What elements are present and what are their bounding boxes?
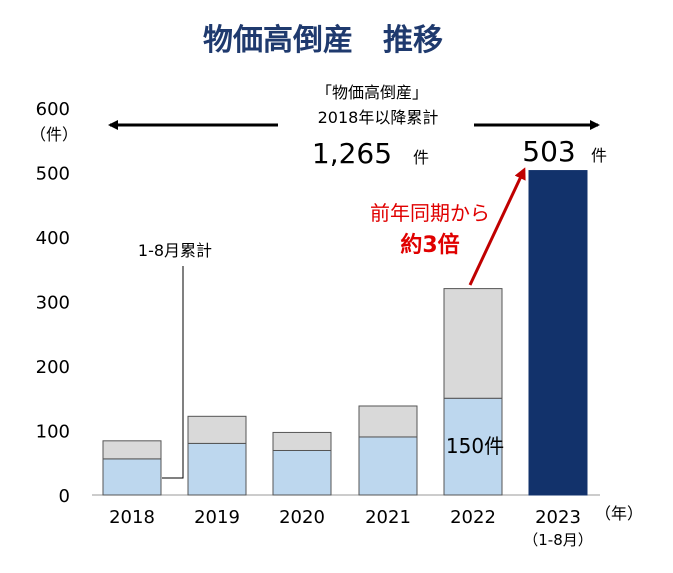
bar-jan-aug-2020 (272, 449, 332, 496)
y-tick-label: 600 (36, 99, 70, 120)
legend-callout-leader (162, 266, 184, 479)
y-tick-label: 300 (36, 293, 70, 314)
x-axis-ticks: 2018 2019 2020 2021 2022 2023 （1-8月） (109, 507, 593, 549)
cumulative-label-line1: 「物価高倒産」 (316, 83, 428, 102)
y-tick-label: 500 (36, 164, 70, 185)
comparison-label-line1: 前年同期から (370, 201, 490, 225)
bar-rest-of-year-2019 (187, 415, 247, 444)
bar-rest-of-year-2020 (272, 431, 332, 451)
bar-jan-aug-2022 (443, 397, 503, 496)
x-tick-label: 2022 (450, 507, 496, 528)
bar-rest-of-year-2018 (102, 440, 162, 460)
bar-jan-aug-2021 (358, 436, 418, 496)
bar-jan-aug-2023 (528, 170, 588, 496)
y-axis-ticks: 0 100 200 300 400 500 600 (36, 99, 70, 507)
x-tick-label: 2018 (109, 507, 155, 528)
chart-title: 物価高倒産 推移 (203, 23, 443, 58)
y-tick-label: 100 (36, 422, 70, 443)
x-tick-label: 2020 (279, 507, 325, 528)
x-axis-unit: （年） (595, 504, 643, 523)
value-label-2023-unit: 件 (591, 146, 607, 165)
comparison-label-line2: 約3倍 (400, 232, 459, 258)
bar-jan-aug-2019 (187, 442, 247, 496)
y-tick-label: 0 (59, 486, 70, 507)
y-tick-label: 200 (36, 357, 70, 378)
x-tick-label: 2023 (535, 507, 581, 528)
growth-arrow (468, 167, 526, 286)
value-label-2023: 503 (522, 135, 575, 168)
x-tick-sublabel: （1-8月） (523, 531, 593, 549)
bar-jan-aug-2018 (102, 458, 162, 496)
y-axis-unit: （件） (30, 125, 78, 144)
bar-rest-of-year-2022 (443, 288, 503, 399)
cumulative-unit: 件 (413, 148, 429, 167)
value-label-2022-jan-aug: 150件 (446, 434, 504, 458)
bar-series (102, 170, 588, 496)
bar-rest-of-year-2021 (358, 405, 418, 438)
y-tick-label: 400 (36, 228, 70, 249)
cumulative-label-line2: 2018年以降累計 (318, 108, 439, 127)
cumulative-value: 1,265 (312, 137, 392, 170)
legend-callout-label: 1-8月累計 (138, 241, 212, 260)
x-tick-label: 2019 (194, 507, 240, 528)
x-tick-label: 2021 (365, 507, 411, 528)
